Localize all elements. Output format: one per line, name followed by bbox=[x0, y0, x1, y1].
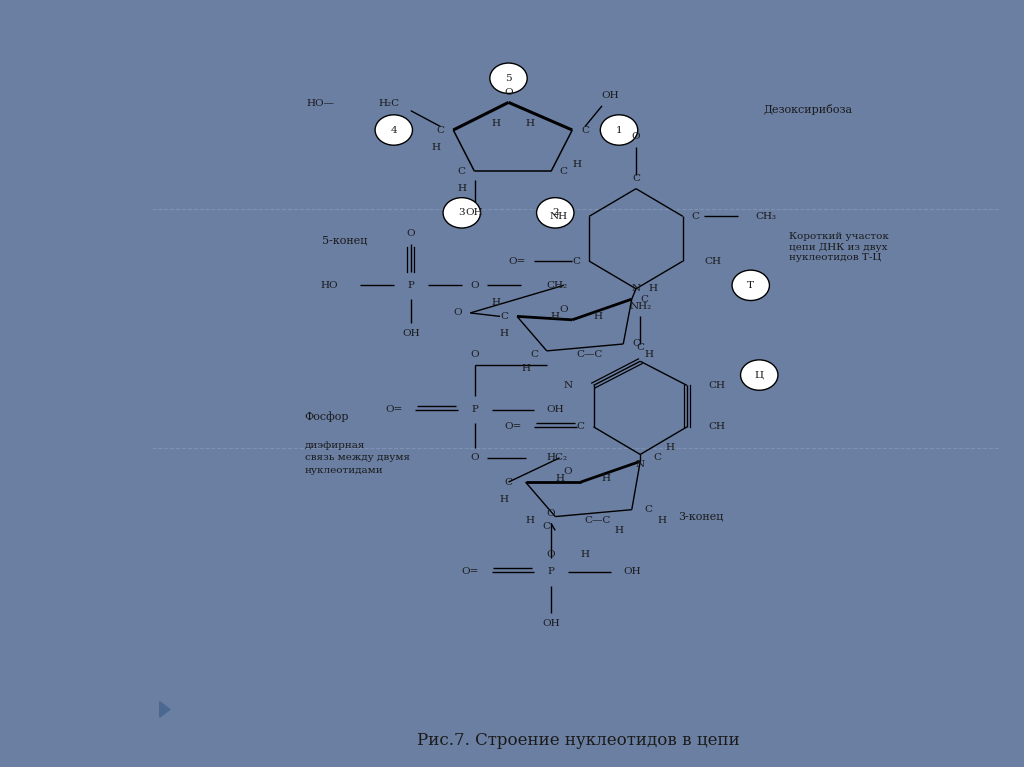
Text: CH: CH bbox=[705, 257, 721, 265]
Text: C: C bbox=[458, 167, 466, 176]
Text: C: C bbox=[691, 212, 699, 221]
Text: CH: CH bbox=[709, 381, 725, 390]
Text: N: N bbox=[563, 381, 572, 390]
Text: 4: 4 bbox=[390, 126, 397, 134]
Text: C: C bbox=[560, 167, 567, 176]
Text: O: O bbox=[559, 305, 568, 314]
Text: H₂C: H₂C bbox=[379, 99, 400, 108]
Text: OH: OH bbox=[547, 405, 564, 414]
Text: C: C bbox=[501, 312, 508, 321]
Text: H: H bbox=[500, 329, 509, 338]
Circle shape bbox=[600, 115, 638, 145]
Text: H: H bbox=[492, 298, 501, 307]
Text: C: C bbox=[505, 478, 513, 486]
Text: C: C bbox=[632, 340, 640, 348]
Text: O=: O= bbox=[385, 405, 402, 414]
Text: O: O bbox=[504, 87, 513, 97]
Circle shape bbox=[740, 360, 778, 390]
Text: Короткий участок
цепи ДНК из двух
нуклеотидов Т-Ц: Короткий участок цепи ДНК из двух нуклео… bbox=[790, 232, 889, 262]
Text: C: C bbox=[581, 126, 589, 134]
Text: OH: OH bbox=[624, 568, 641, 576]
Text: OH: OH bbox=[602, 91, 620, 100]
Text: Дезоксирибоза: Дезоксирибоза bbox=[764, 104, 853, 115]
Text: диэфирная
связь между двумя
нуклеотидами: диэфирная связь между двумя нуклеотидами bbox=[304, 440, 410, 475]
Text: C—C: C—C bbox=[577, 350, 602, 359]
Text: OH: OH bbox=[466, 209, 483, 217]
Text: H: H bbox=[593, 312, 602, 321]
Text: H: H bbox=[648, 285, 657, 293]
Text: H: H bbox=[432, 143, 440, 152]
Text: P: P bbox=[408, 281, 415, 290]
Text: O: O bbox=[470, 453, 479, 463]
Text: Рис.7. Строение нуклеотидов в цепи: Рис.7. Строение нуклеотидов в цепи bbox=[417, 732, 740, 749]
Text: 3-конец: 3-конец bbox=[679, 512, 724, 522]
Text: 1: 1 bbox=[615, 126, 623, 134]
Text: O=: O= bbox=[508, 257, 525, 265]
Text: C: C bbox=[530, 350, 538, 359]
Text: HO: HO bbox=[321, 281, 339, 290]
Text: O: O bbox=[632, 133, 640, 141]
Text: C: C bbox=[645, 505, 652, 514]
Text: C: C bbox=[572, 257, 581, 265]
Text: O: O bbox=[470, 350, 479, 359]
Text: C: C bbox=[577, 423, 585, 431]
Text: C: C bbox=[632, 174, 640, 183]
Text: CH: CH bbox=[709, 423, 725, 431]
Text: O: O bbox=[563, 467, 572, 476]
Text: O: O bbox=[547, 509, 555, 518]
Text: H: H bbox=[458, 184, 466, 193]
Text: NH₂: NH₂ bbox=[629, 301, 651, 311]
Text: 2: 2 bbox=[552, 209, 558, 217]
Text: Фосфор: Фосфор bbox=[304, 411, 349, 422]
Text: H: H bbox=[572, 160, 581, 169]
Text: CH₂: CH₂ bbox=[547, 281, 568, 290]
Text: Ц: Ц bbox=[755, 370, 764, 380]
Text: H: H bbox=[644, 350, 653, 359]
Text: C: C bbox=[640, 295, 648, 304]
Text: O=: O= bbox=[504, 423, 521, 431]
Text: OH: OH bbox=[402, 329, 420, 338]
Text: O: O bbox=[407, 229, 415, 238]
Text: NH: NH bbox=[550, 212, 568, 221]
Text: H: H bbox=[525, 119, 535, 127]
Text: 5-конец: 5-конец bbox=[322, 235, 367, 245]
Circle shape bbox=[537, 198, 574, 228]
Circle shape bbox=[443, 198, 480, 228]
Text: H: H bbox=[602, 474, 610, 483]
Circle shape bbox=[375, 115, 413, 145]
Text: H: H bbox=[657, 515, 666, 525]
Text: O: O bbox=[470, 281, 479, 290]
Polygon shape bbox=[160, 702, 170, 717]
Text: HC₂: HC₂ bbox=[547, 453, 568, 463]
Text: C: C bbox=[436, 126, 444, 134]
Circle shape bbox=[489, 63, 527, 94]
Text: Т: Т bbox=[748, 281, 755, 290]
Text: H: H bbox=[555, 474, 564, 483]
Text: H: H bbox=[525, 515, 535, 525]
Text: H: H bbox=[551, 312, 560, 321]
Text: 3: 3 bbox=[459, 209, 465, 217]
Text: P: P bbox=[471, 405, 478, 414]
Text: O=: O= bbox=[462, 568, 479, 576]
Text: C—C: C—C bbox=[585, 515, 611, 525]
Text: P: P bbox=[548, 568, 554, 576]
Text: N: N bbox=[632, 285, 641, 293]
Text: OH: OH bbox=[542, 619, 560, 628]
Text: C: C bbox=[636, 343, 644, 352]
Text: N: N bbox=[636, 460, 645, 469]
Text: H: H bbox=[500, 495, 509, 504]
Text: H: H bbox=[666, 443, 675, 452]
Text: H: H bbox=[614, 526, 624, 535]
Circle shape bbox=[732, 270, 769, 301]
Text: C: C bbox=[653, 453, 662, 463]
Text: 5: 5 bbox=[505, 74, 512, 83]
Text: HO—: HO— bbox=[306, 99, 334, 108]
Text: H: H bbox=[492, 119, 501, 127]
Text: C: C bbox=[543, 522, 551, 532]
Text: CH₃: CH₃ bbox=[755, 212, 776, 221]
Text: O: O bbox=[454, 308, 462, 318]
Text: H: H bbox=[581, 550, 590, 559]
Text: H: H bbox=[521, 364, 530, 373]
Text: O: O bbox=[547, 550, 555, 559]
